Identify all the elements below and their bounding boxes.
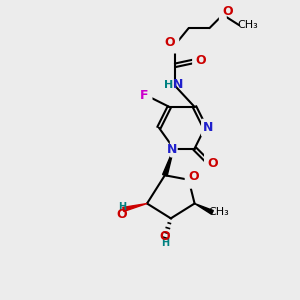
Text: N: N: [167, 142, 178, 156]
Text: F: F: [140, 88, 148, 101]
Text: O: O: [223, 5, 233, 18]
Polygon shape: [163, 148, 174, 176]
Text: O: O: [189, 170, 199, 183]
Text: O: O: [165, 37, 175, 50]
Text: CH₃: CH₃: [238, 20, 259, 30]
Polygon shape: [195, 203, 213, 214]
Text: O: O: [116, 208, 127, 221]
Text: H: H: [118, 202, 126, 212]
Text: N: N: [203, 121, 214, 134]
Text: H: H: [164, 80, 173, 90]
Text: N: N: [173, 78, 183, 91]
Polygon shape: [123, 203, 147, 211]
Text: O: O: [207, 157, 218, 170]
Text: O: O: [160, 230, 170, 243]
Text: H: H: [161, 238, 169, 248]
Text: CH₃: CH₃: [208, 207, 229, 218]
Text: O: O: [195, 54, 206, 67]
